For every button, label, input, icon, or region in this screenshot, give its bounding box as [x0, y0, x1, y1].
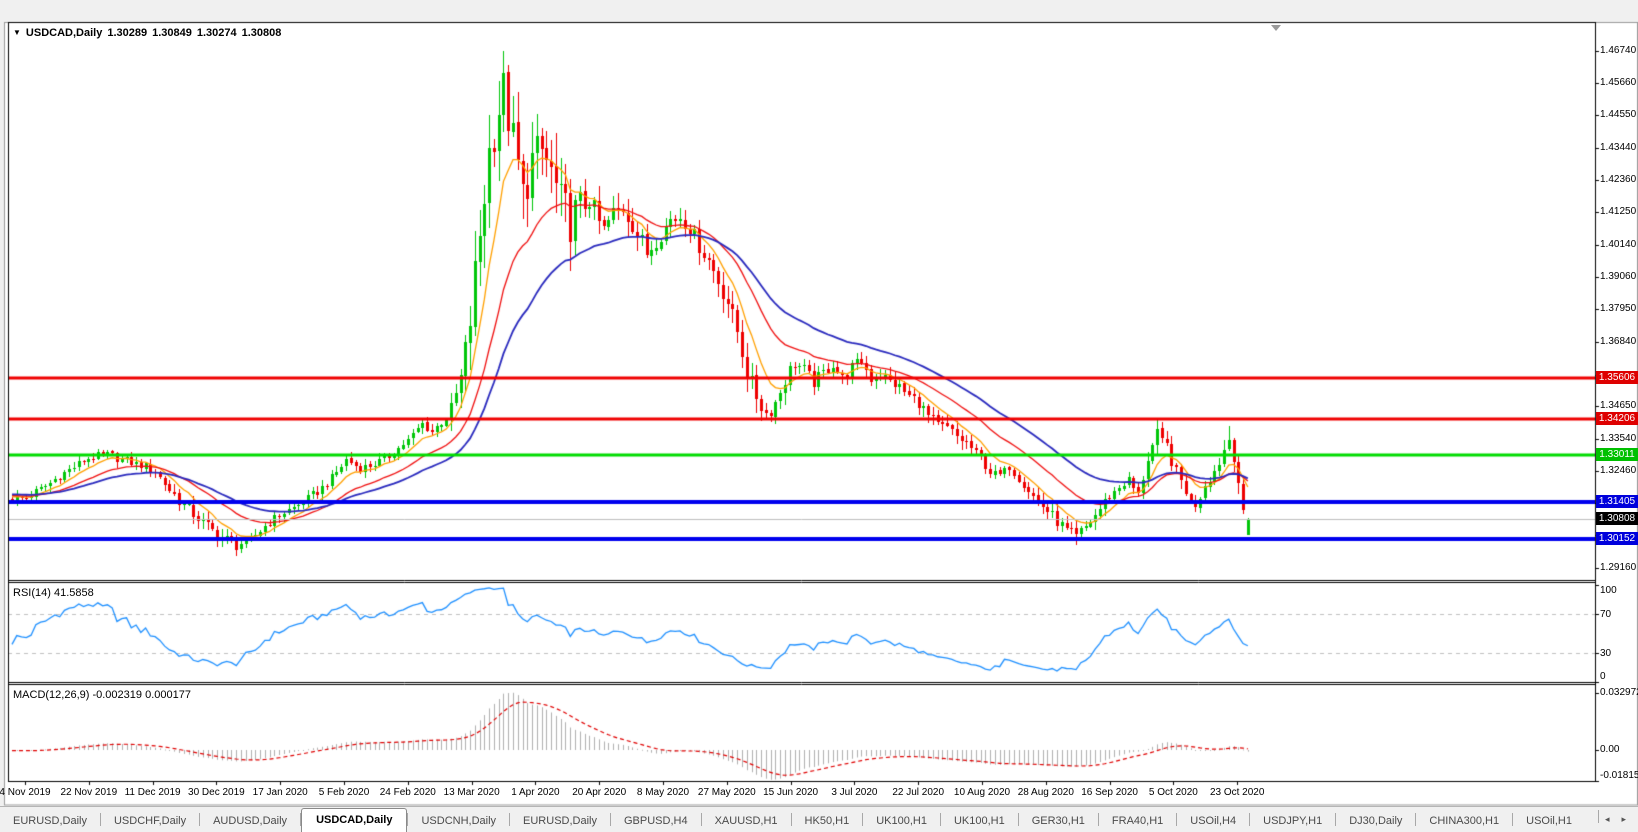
- price-line-label: 1.33011: [1596, 447, 1638, 461]
- date-label: 24 Feb 2020: [379, 787, 436, 798]
- symbol-tab-usdcnh-4[interactable]: USDCNH,Daily: [421, 815, 497, 827]
- date-label: 13 Mar 2020: [443, 787, 500, 798]
- rsi-axis-label: 70: [1600, 609, 1612, 621]
- chart-title: ▼ USDCAD,Daily 1.30289 1.30849 1.30274 1.3080…: [13, 27, 281, 39]
- price-axis-label: 1.36840: [1600, 336, 1637, 348]
- price-axis-label: 1.41250: [1600, 206, 1637, 218]
- symbol-tab-china300-16[interactable]: CHINA300,H1: [1429, 815, 1500, 827]
- price-axis-label: 1.42360: [1600, 173, 1637, 185]
- chart-symbol: USDCAD,Daily: [25, 27, 103, 39]
- date-label: 20 Apr 2020: [572, 787, 627, 798]
- price-axis-label: 1.39060: [1600, 270, 1637, 282]
- price-line-label: 1.34206: [1596, 412, 1638, 426]
- date-label: 3 Jul 2020: [831, 787, 878, 798]
- tab-divider: [1415, 813, 1417, 826]
- tab-scrollers: ◂ ▸: [1597, 806, 1638, 832]
- price-axis-label: 1.29160: [1600, 561, 1637, 573]
- date-label: 5 Feb 2020: [318, 787, 370, 798]
- symbol-tab-hk50-8[interactable]: HK50,H1: [804, 815, 850, 827]
- date-label: 11 Dec 2019: [124, 787, 181, 798]
- symbol-tab-bar: EURUSD,Daily USDCHF,Daily AUDUSD,Daily USDC…: [0, 806, 1638, 832]
- symbol-tab-eurusd-0[interactable]: EURUSD,Daily: [13, 815, 87, 827]
- price-axis-label: 1.32460: [1600, 464, 1637, 476]
- symbol-tab-uk100-9[interactable]: UK100,H1: [876, 815, 927, 827]
- price-line-label: 1.30152: [1596, 531, 1638, 545]
- rsi-axis-label: 30: [1600, 647, 1612, 659]
- tab-divider: [610, 813, 611, 826]
- ohlc-low: 1.30274: [196, 27, 237, 39]
- symbol-tab-usdjpy-14[interactable]: USDJPY,H1: [1263, 815, 1323, 827]
- tab-divider: [99, 813, 101, 826]
- price-axis-label: 1.34650: [1600, 400, 1637, 412]
- price-chart-canvas[interactable]: [0, 0, 1638, 806]
- symbol-tab-ger30-11[interactable]: GER30,H1: [1031, 815, 1085, 827]
- price-line-label: 1.35606: [1596, 371, 1638, 385]
- ohlc-close: 1.30808: [241, 27, 282, 39]
- tab-divider: [1017, 813, 1019, 826]
- tab-divider: [862, 813, 864, 826]
- chart-shift-marker-icon[interactable]: [1271, 25, 1281, 31]
- date-label: 17 Jan 2020: [252, 787, 308, 798]
- tab-divider: [939, 813, 941, 826]
- date-label: 22 Jul 2020: [892, 787, 945, 798]
- tab-scroll-left-icon[interactable]: ◂: [1604, 813, 1610, 824]
- current-price-label: 1.30808: [1596, 512, 1638, 526]
- ohlc-open: 1.30289: [107, 27, 148, 39]
- down-triangle-icon: ▼: [13, 28, 21, 37]
- date-label: 10 Aug 2020: [953, 787, 1011, 798]
- date-label: 4 Nov 2019: [0, 787, 51, 798]
- price-axis-label: 1.44550: [1600, 109, 1637, 121]
- ohlc-high: 1.30849: [152, 27, 192, 39]
- date-label: 8 May 2020: [636, 787, 690, 798]
- price-axis-label: 1.40140: [1600, 239, 1637, 251]
- tab-divider: [790, 813, 792, 826]
- macd-label: MACD(12,26,9) -0.002319 0.000177: [13, 689, 191, 701]
- date-label: 16 Sep 2020: [1081, 787, 1138, 798]
- symbol-tab-eurusd-5[interactable]: EURUSD,Daily: [523, 815, 597, 827]
- macd-axis-label: -0.018154: [1600, 770, 1638, 781]
- price-axis-label: 1.46740: [1600, 45, 1637, 56]
- price-line-label: 1.31405: [1596, 494, 1638, 508]
- tab-divider: [300, 813, 302, 826]
- symbol-tab-usoil-17[interactable]: USOil,H1: [1526, 815, 1572, 827]
- date-label: 15 Jun 2020: [763, 787, 819, 798]
- symbol-tab-usoil-13[interactable]: USOil,H4: [1190, 815, 1237, 827]
- price-axis-label: 1.37950: [1600, 303, 1637, 315]
- price-axis-label: 1.33540: [1600, 433, 1637, 445]
- tab-divider: [199, 813, 201, 826]
- symbol-tab-uk100-10[interactable]: UK100,H1: [953, 815, 1005, 827]
- rsi-axis-label: 0: [1600, 671, 1606, 682]
- tab-divider: [700, 813, 702, 826]
- date-label: 1 Apr 2020: [511, 787, 560, 798]
- symbol-tab-usdchf-1[interactable]: USDCHF,Daily: [113, 815, 187, 827]
- rsi-label: RSI(14) 41.5858: [13, 587, 94, 599]
- macd-axis-label: 0.00: [1600, 744, 1620, 755]
- date-label: 28 Aug 2020: [1017, 787, 1074, 798]
- tab-divider: [1512, 813, 1514, 826]
- symbol-tabs: EURUSD,Daily USDCHF,Daily AUDUSD,Daily USDC…: [0, 808, 1585, 832]
- tab-divider: [1249, 813, 1251, 826]
- tab-divider: [509, 813, 511, 826]
- date-label: 23 Oct 2020: [1209, 787, 1265, 798]
- date-label: 30 Dec 2019: [188, 787, 245, 798]
- date-label: 22 Nov 2019: [60, 787, 118, 798]
- date-label: 27 May 2020: [697, 787, 756, 798]
- symbol-tab-fra40-12[interactable]: FRA40,H1: [1111, 815, 1164, 827]
- macd-axis-label: 0.032972: [1600, 687, 1638, 698]
- symbol-tab-gbpusd-6[interactable]: GBPUSD,H4: [624, 815, 688, 827]
- tab-divider: [1097, 813, 1099, 826]
- tab-divider: [407, 813, 409, 826]
- symbol-tab-xauusd-7[interactable]: XAUUSD,H1: [714, 815, 778, 827]
- symbol-tab-audusd-2[interactable]: AUDUSD,Daily: [213, 815, 288, 827]
- price-axis-label: 1.43440: [1600, 142, 1637, 154]
- tab-divider: [1176, 813, 1178, 826]
- tab-divider: [1335, 813, 1337, 826]
- symbol-tab-dj30-15[interactable]: DJ30,Daily: [1349, 815, 1403, 827]
- price-axis-label: 1.45660: [1600, 76, 1637, 88]
- rsi-axis-label: 100: [1600, 585, 1617, 596]
- tab-scroll-right-icon[interactable]: ▸: [1621, 813, 1626, 824]
- symbol-tab-usdcad-3[interactable]: USDCAD,Daily: [301, 808, 408, 832]
- date-label: 5 Oct 2020: [1148, 787, 1198, 798]
